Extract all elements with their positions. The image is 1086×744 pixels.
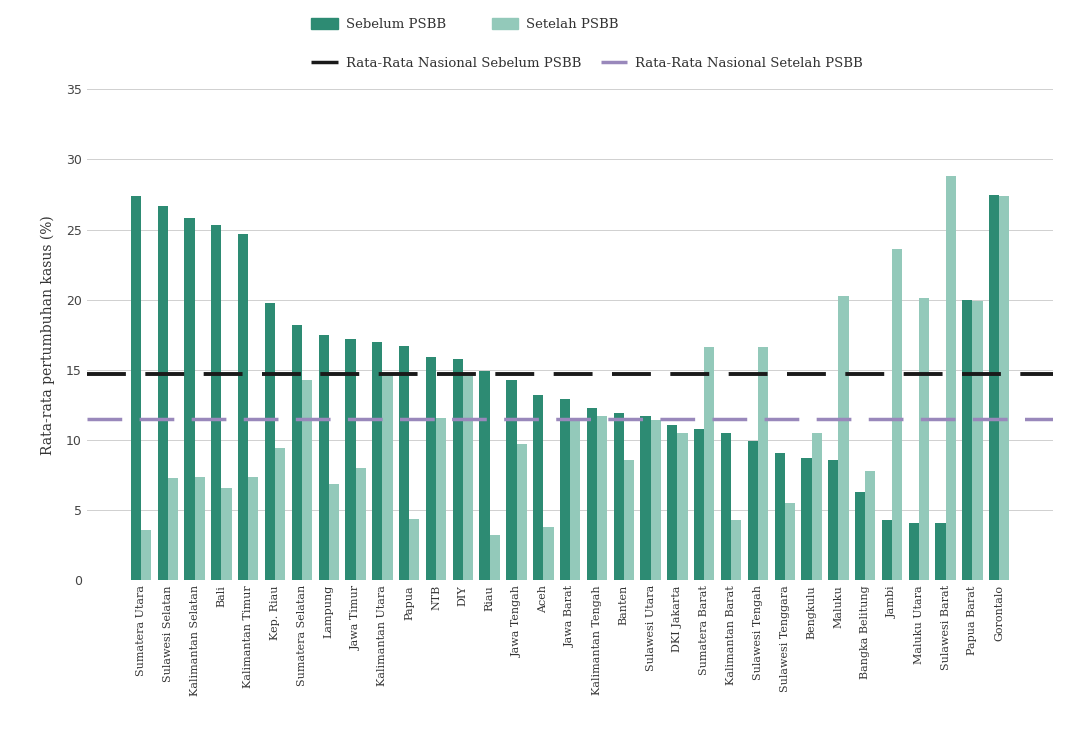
Bar — [838, 295, 848, 580]
Bar — [426, 357, 437, 580]
Bar — [758, 347, 768, 580]
Bar — [651, 420, 660, 580]
Bar — [560, 400, 570, 580]
Bar — [238, 234, 249, 580]
Bar — [382, 373, 393, 580]
Bar — [222, 488, 231, 580]
Bar — [721, 433, 731, 580]
Bar — [667, 425, 678, 580]
Bar — [168, 478, 178, 580]
Bar — [785, 503, 795, 580]
Bar — [989, 194, 999, 580]
Bar — [597, 416, 607, 580]
Bar — [641, 416, 651, 580]
Bar — [678, 433, 687, 580]
Bar — [194, 476, 205, 580]
Bar — [355, 468, 366, 580]
Bar — [747, 441, 758, 580]
Bar — [866, 471, 875, 580]
Bar — [731, 520, 742, 580]
Bar — [409, 519, 419, 580]
Bar — [623, 460, 634, 580]
Bar — [999, 196, 1010, 580]
Bar — [517, 444, 527, 580]
Bar — [399, 346, 409, 580]
Bar — [463, 376, 473, 580]
Bar — [453, 359, 463, 580]
Bar — [372, 341, 382, 580]
Bar — [345, 339, 355, 580]
Bar — [570, 419, 580, 580]
Bar — [855, 492, 866, 580]
Bar — [480, 371, 490, 580]
Bar — [543, 527, 554, 580]
Bar — [801, 458, 811, 580]
Bar — [909, 523, 919, 580]
Bar — [962, 300, 972, 580]
Y-axis label: Rata-rata pertumbuhan kasus (%): Rata-rata pertumbuhan kasus (%) — [40, 215, 55, 455]
Bar — [506, 379, 517, 580]
Bar — [811, 433, 822, 580]
Bar — [130, 196, 141, 580]
Bar — [533, 395, 543, 580]
Bar — [774, 452, 785, 580]
Bar — [318, 335, 329, 580]
Bar — [694, 429, 704, 580]
Bar — [704, 347, 715, 580]
Bar — [157, 206, 168, 580]
Bar — [329, 484, 339, 580]
Bar — [972, 301, 983, 580]
Bar — [141, 530, 151, 580]
Bar — [892, 249, 902, 580]
Bar — [946, 176, 956, 580]
Bar — [586, 408, 597, 580]
Bar — [490, 536, 500, 580]
Bar — [302, 379, 312, 580]
Bar — [212, 225, 222, 580]
Bar — [185, 218, 194, 580]
Bar — [437, 417, 446, 580]
Bar — [265, 303, 275, 580]
Bar — [919, 298, 929, 580]
Bar — [882, 520, 892, 580]
Bar — [614, 414, 623, 580]
Bar — [249, 476, 258, 580]
Bar — [292, 325, 302, 580]
Legend: Rata-Rata Nasional Sebelum PSBB, Rata-Rata Nasional Setelah PSBB: Rata-Rata Nasional Sebelum PSBB, Rata-Ra… — [306, 51, 868, 76]
Bar — [275, 449, 286, 580]
Bar — [935, 523, 946, 580]
Bar — [829, 460, 838, 580]
